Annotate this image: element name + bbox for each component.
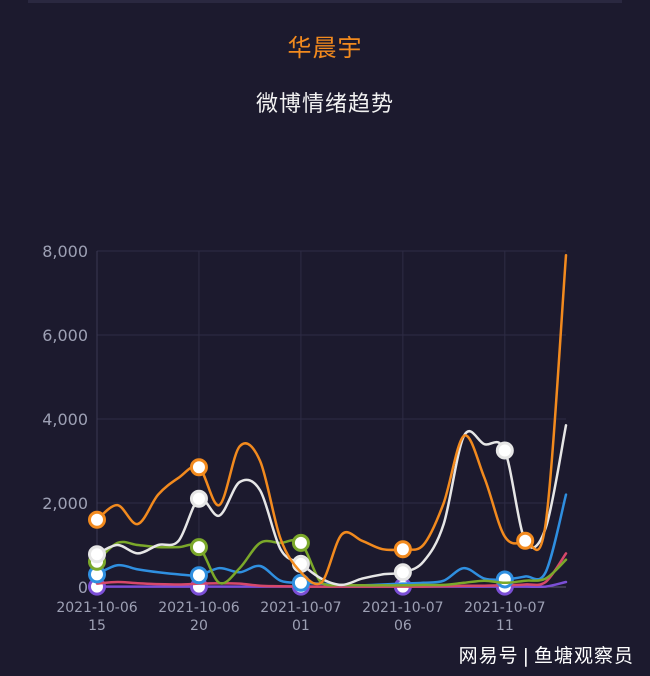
y-tick-label: 8,000 bbox=[42, 242, 88, 261]
series-layer bbox=[88, 253, 568, 596]
x-tick-label: 11 bbox=[496, 618, 514, 634]
x-tick-label: 20 bbox=[190, 618, 208, 634]
series-1 bbox=[95, 552, 568, 588]
watermark-author: 鱼塘观察员 bbox=[533, 645, 634, 667]
grid-lines bbox=[96, 250, 566, 588]
chart-subtitle: 微博情绪趋势 bbox=[255, 92, 394, 117]
data-point bbox=[88, 545, 106, 564]
data-point bbox=[393, 563, 412, 582]
y-axis: 0 2,000 4,000 6,000 8,000 bbox=[42, 242, 88, 597]
x-tick-label: 01 bbox=[292, 618, 310, 634]
data-point bbox=[495, 570, 514, 589]
series-line bbox=[95, 493, 568, 587]
data-point bbox=[189, 489, 208, 508]
data-point bbox=[516, 531, 535, 550]
data-point bbox=[189, 458, 208, 477]
y-tick-label: 6,000 bbox=[42, 326, 88, 345]
watermark-brand: 网易号 bbox=[458, 645, 519, 667]
x-tick-label: 2021-10-07 bbox=[362, 600, 443, 616]
series-line bbox=[95, 538, 568, 587]
x-tick-label: 2021-10-06 bbox=[158, 600, 239, 616]
data-point bbox=[393, 540, 412, 559]
y-tick-label: 0 bbox=[78, 578, 88, 597]
series-3 bbox=[88, 533, 568, 587]
x-tick-label: 2021-10-06 bbox=[56, 600, 137, 616]
watermark: 网易号 | 鱼塘观察员 bbox=[459, 641, 634, 668]
data-point bbox=[88, 510, 106, 529]
top-divider bbox=[28, 0, 622, 3]
data-point bbox=[189, 566, 208, 585]
series-line bbox=[95, 424, 568, 587]
y-tick-label: 2,000 bbox=[42, 494, 88, 513]
series-5 bbox=[88, 253, 568, 586]
x-axis: 2021-10-06 15 2021-10-06 20 2021-10-07 01 2021… bbox=[56, 600, 545, 634]
chart-title: 华晨宇 bbox=[287, 34, 363, 62]
data-point bbox=[495, 441, 514, 460]
x-tick-label: 2021-10-07 bbox=[464, 600, 545, 616]
series-line bbox=[95, 253, 568, 586]
x-tick-label: 06 bbox=[394, 618, 412, 634]
data-point bbox=[291, 533, 310, 552]
y-tick-label: 4,000 bbox=[42, 410, 88, 429]
x-tick-label: 2021-10-07 bbox=[260, 600, 341, 616]
data-point bbox=[291, 554, 310, 573]
series-line bbox=[95, 552, 568, 588]
data-point bbox=[189, 538, 208, 557]
watermark-separator: | bbox=[522, 645, 530, 667]
x-tick-label: 15 bbox=[88, 618, 106, 634]
data-point bbox=[291, 573, 310, 592]
